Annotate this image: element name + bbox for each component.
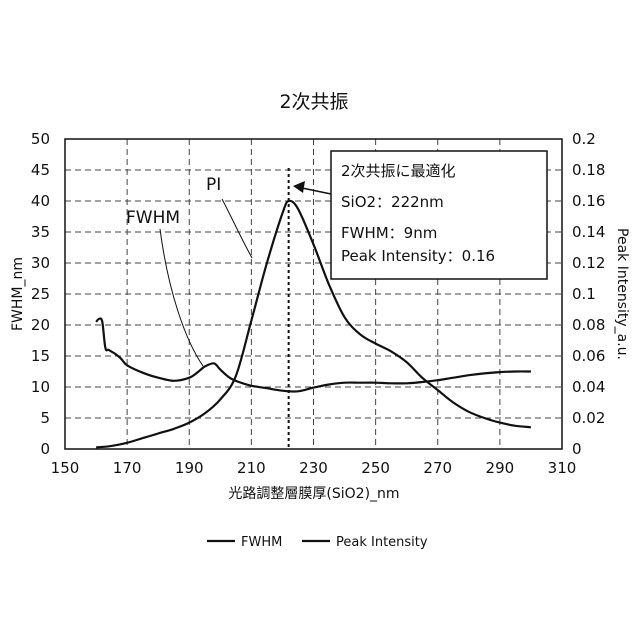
y2-tick-label: 0 (572, 440, 582, 458)
y-tick-label: 40 (31, 192, 50, 210)
legend-label-peak-intensity: Peak Intensity (336, 535, 428, 550)
y-tick-label: 0 (40, 440, 50, 458)
curve-label-pi-leader (222, 199, 252, 258)
y-tick-label: 10 (31, 378, 50, 396)
annotation-arrowhead (293, 181, 305, 193)
legend: FWHM Peak Intensity (207, 535, 428, 550)
y-axis-label: FWHM_nm (10, 257, 26, 331)
y2-tick-label: 0.16 (572, 192, 605, 210)
x-tick-label: 270 (423, 459, 452, 477)
y-tick-label: 45 (31, 161, 50, 179)
x-tick-label: 230 (299, 459, 328, 477)
y-tick-label: 20 (31, 316, 50, 334)
x-tick-label: 310 (548, 459, 577, 477)
x-tick-label: 290 (486, 459, 515, 477)
y-tick-label: 15 (31, 347, 50, 365)
y2-tick-label: 0.2 (572, 130, 596, 148)
y-tick-label: 5 (40, 409, 50, 427)
annotation-line-1: 2次共振に最適化 (341, 162, 456, 180)
y2-tick-label: 0.04 (572, 378, 605, 396)
annotation-arrow-line (302, 188, 331, 194)
y2-tick-label: 0.14 (572, 223, 605, 241)
x-tick-label: 190 (175, 459, 204, 477)
legend-label-fwhm: FWHM (241, 535, 282, 550)
annotation-line-4: Peak Intensity：0.16 (341, 247, 495, 265)
annotation-box: 2次共振に最適化 SiO2：222nm FWHM：9nm Peak Intens… (293, 151, 547, 279)
annotation-line-2: SiO2：222nm (341, 193, 444, 211)
y2-tick-label: 0.06 (572, 347, 605, 365)
y-tick-label: 25 (31, 285, 50, 303)
y2-tick-label: 0.1 (572, 285, 596, 303)
y2-tick-label: 0.02 (572, 409, 605, 427)
curve-label-fwhm: FWHM (126, 208, 180, 228)
y-tick-label: 30 (31, 254, 50, 272)
annotation-line-3: FWHM：9nm (341, 224, 437, 242)
y-tick-label: 35 (31, 223, 50, 241)
x-tick-label: 250 (361, 459, 390, 477)
x-axis-label: 光路調整層膜厚(SiO2)_nm (228, 486, 399, 502)
x-tick-label: 210 (237, 459, 266, 477)
y-tick-label: 50 (31, 130, 50, 148)
x-tick-label: 170 (113, 459, 142, 477)
y2-axis-label: Peak Intensity_a.u. (614, 228, 630, 360)
curve-label-pi: PI (206, 175, 221, 195)
y2-tick-label: 0.12 (572, 254, 605, 272)
x-tick-label: 150 (51, 459, 80, 477)
y2-tick-label: 0.18 (572, 161, 605, 179)
chart-title: 2次共振 (279, 91, 348, 113)
y2-tick-label: 0.08 (572, 316, 605, 334)
curve-label-fwhm-leader (160, 229, 203, 366)
